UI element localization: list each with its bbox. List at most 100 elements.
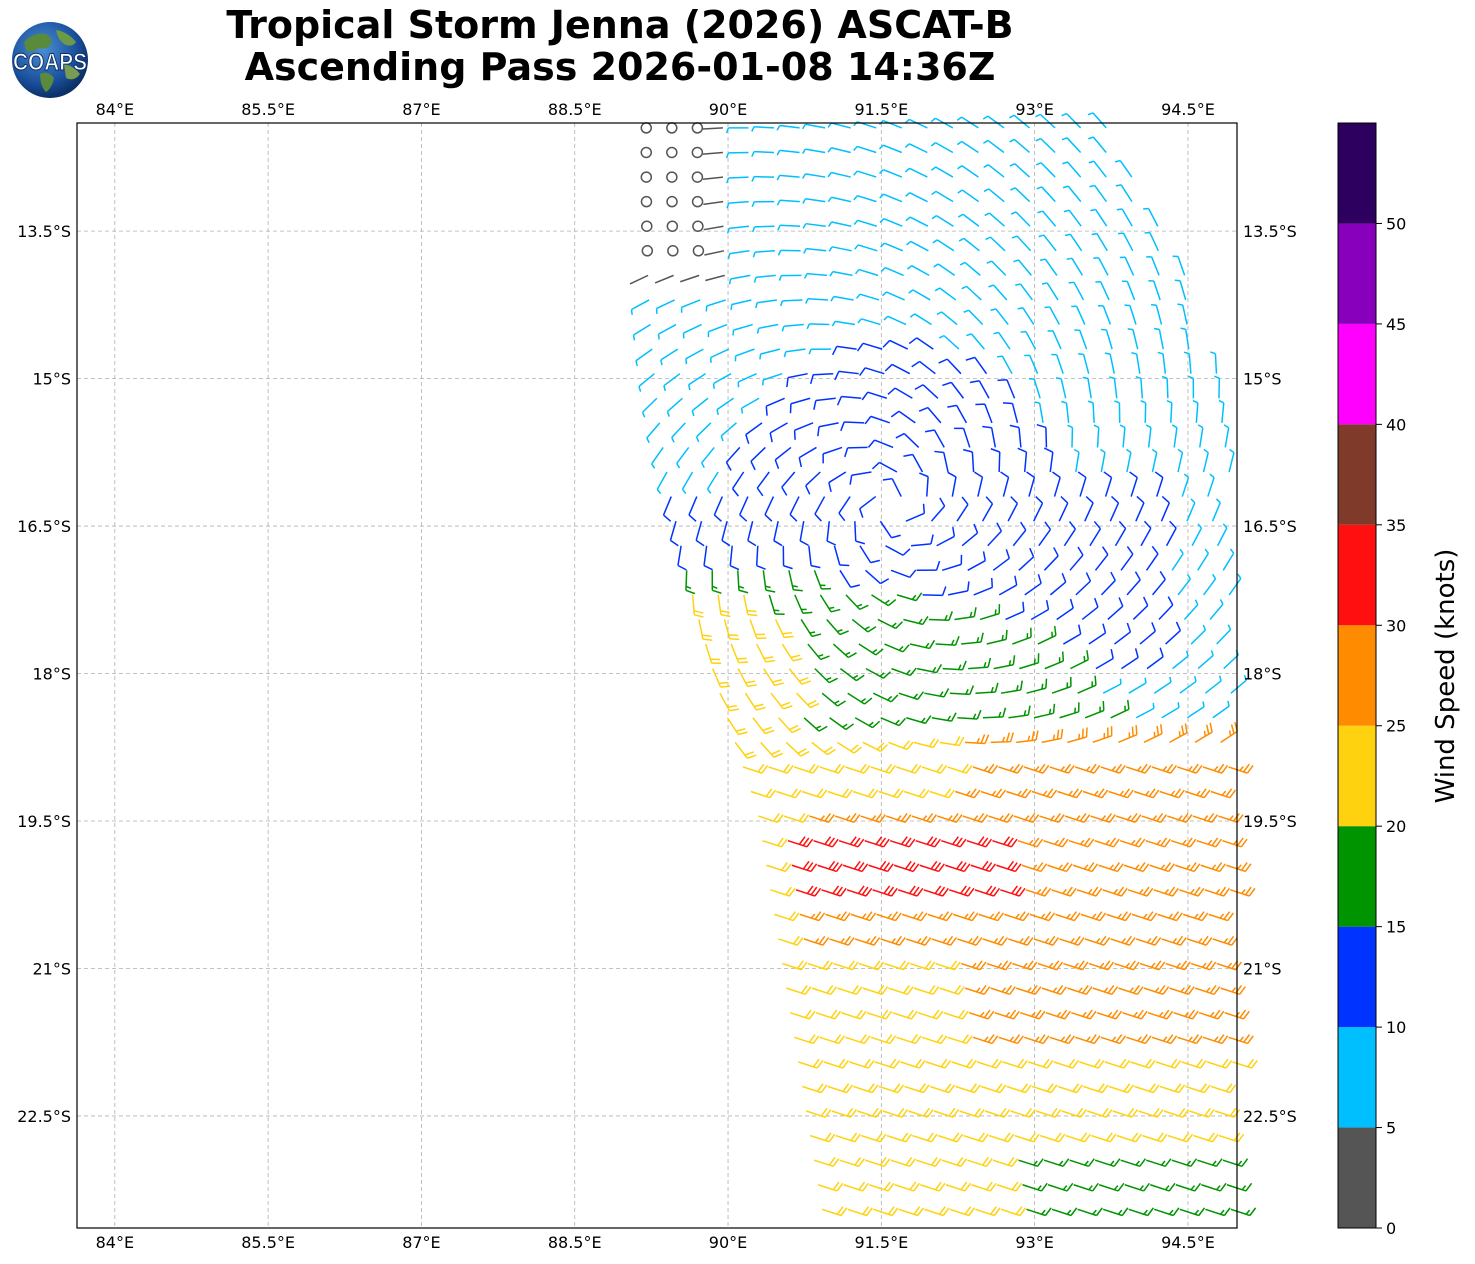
lon-tick-label-top: 88.5°E bbox=[548, 100, 602, 119]
wind-barb bbox=[794, 1034, 820, 1045]
wind-barb bbox=[703, 200, 724, 206]
wind-barb bbox=[1223, 424, 1230, 448]
colorbar-frame bbox=[1337, 122, 1377, 1229]
wind-barb bbox=[731, 471, 745, 497]
wind-barb bbox=[669, 520, 679, 547]
wind-barb bbox=[711, 570, 722, 594]
colorbar-tick-label: 20 bbox=[1386, 817, 1406, 836]
wind-barb bbox=[1008, 935, 1034, 946]
wind-barb bbox=[852, 788, 879, 799]
wind-barb bbox=[880, 717, 906, 727]
wind-barb bbox=[1112, 1107, 1139, 1118]
wind-barb bbox=[1002, 1058, 1028, 1069]
wind-barb bbox=[1138, 1107, 1164, 1118]
wind-barb bbox=[776, 199, 800, 206]
wind-barb bbox=[968, 657, 992, 670]
chart-title-line-1: Tropical Storm Jenna (2026) ASCAT-B bbox=[226, 3, 1014, 47]
wind-barb bbox=[788, 668, 811, 685]
wind-barb bbox=[1106, 911, 1132, 922]
wind-barb bbox=[859, 367, 885, 376]
wind-barb bbox=[936, 526, 956, 547]
lon-tick-label-top: 91.5°E bbox=[854, 100, 908, 119]
wind-barb bbox=[720, 422, 737, 442]
wind-barb bbox=[983, 139, 1005, 154]
wind-barb bbox=[1139, 960, 1166, 971]
wind-barb bbox=[1135, 375, 1144, 399]
wind-barb bbox=[777, 717, 802, 734]
wind-barb bbox=[1067, 984, 1093, 996]
wind-barb bbox=[727, 250, 750, 260]
wind-barb bbox=[1211, 498, 1221, 522]
colorbar-tick-label: 10 bbox=[1386, 1018, 1406, 1037]
wind-barb bbox=[691, 171, 704, 183]
wind-barb bbox=[811, 984, 838, 996]
map-grid bbox=[77, 123, 1237, 1228]
wind-barb bbox=[805, 471, 821, 495]
wind-barb bbox=[1016, 984, 1042, 996]
wind-barb bbox=[1118, 984, 1144, 996]
wind-barb bbox=[786, 984, 812, 996]
wind-barb bbox=[1030, 600, 1050, 621]
wind-barb bbox=[900, 1058, 926, 1069]
wind-barb bbox=[1016, 730, 1039, 744]
wind-barb bbox=[1169, 723, 1188, 744]
wind-barb bbox=[1226, 862, 1252, 873]
wind-barb bbox=[692, 245, 705, 257]
wind-barb bbox=[765, 397, 785, 416]
wind-barb bbox=[756, 643, 776, 663]
wind-barb bbox=[691, 594, 704, 618]
wind-barb bbox=[913, 984, 940, 996]
wind-barb bbox=[1041, 282, 1059, 301]
wind-barb bbox=[1033, 703, 1056, 719]
wind-barb bbox=[861, 391, 888, 401]
wind-barb bbox=[1070, 650, 1089, 670]
wind-barb bbox=[745, 422, 763, 444]
wind-barb bbox=[872, 1206, 899, 1217]
wind-barb bbox=[854, 521, 866, 545]
wind-barb bbox=[1102, 1207, 1129, 1217]
wind-barb bbox=[1017, 837, 1044, 848]
wind-barb bbox=[695, 422, 712, 443]
wind-barb bbox=[1095, 281, 1110, 301]
wind-barb bbox=[1043, 1158, 1070, 1168]
wind-barb bbox=[807, 960, 834, 971]
wind-barb bbox=[1130, 1058, 1156, 1069]
wind-barb bbox=[1038, 521, 1052, 547]
wind-barb bbox=[990, 984, 1016, 996]
wind-barb bbox=[1114, 159, 1133, 178]
wind-barb bbox=[1171, 424, 1178, 448]
wind-barb bbox=[828, 246, 852, 252]
colorbar-bin bbox=[1338, 1127, 1376, 1228]
wind-barb bbox=[878, 168, 903, 178]
wind-barb bbox=[1202, 1034, 1229, 1045]
wind-barb bbox=[666, 397, 683, 417]
wind-barb bbox=[814, 496, 826, 522]
wind-barb bbox=[857, 1107, 883, 1118]
wind-barb bbox=[1027, 1058, 1054, 1069]
lon-tick-label-top: 93°E bbox=[1015, 100, 1053, 119]
wind-barb bbox=[707, 323, 728, 338]
wind-barb bbox=[1074, 329, 1088, 350]
wind-barb bbox=[827, 1083, 854, 1094]
wind-barb bbox=[677, 545, 687, 571]
wind-barb bbox=[1140, 520, 1152, 547]
wind-barb bbox=[1020, 330, 1037, 350]
wind-barb bbox=[916, 560, 941, 572]
wind-barb bbox=[887, 387, 913, 399]
wind-barb bbox=[1026, 471, 1036, 497]
wind-barb bbox=[821, 692, 846, 707]
wind-barb bbox=[1192, 812, 1219, 823]
wind-barb bbox=[1023, 1034, 1050, 1045]
wind-barb bbox=[988, 812, 1014, 823]
wind-barb bbox=[829, 717, 854, 731]
wind-barb bbox=[1035, 162, 1056, 178]
lat-tick-label-left: 15°S bbox=[32, 370, 71, 389]
wind-barb bbox=[726, 717, 748, 736]
wind-barb bbox=[692, 220, 704, 232]
wind-barb bbox=[1150, 303, 1163, 325]
wind-barb bbox=[1207, 473, 1215, 497]
map-tick-labels: 84°E 84°E 85.5°E 85.5°E 87°E 87°E 88.5°E 88.5°E… bbox=[17, 100, 1297, 1252]
wind-barb bbox=[752, 225, 775, 233]
wind-barb bbox=[929, 1083, 956, 1094]
colorbar-tick-label: 35 bbox=[1386, 516, 1406, 535]
